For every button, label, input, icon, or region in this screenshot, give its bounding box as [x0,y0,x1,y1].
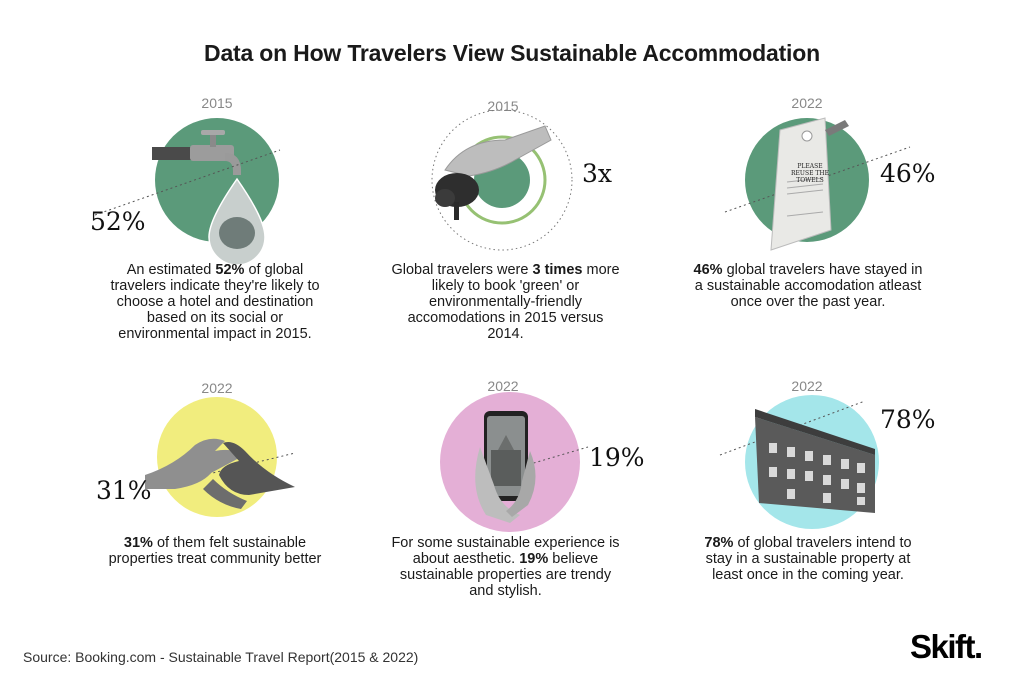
hands-illustration [145,397,296,517]
panel-3-description: 46% global travelers have stayed in a su… [693,262,923,310]
panel-1-year: 2015 [201,95,233,111]
towel-tag-text: PLEASE REUSE THE TOWELS [791,163,829,184]
hand-tree-illustration [431,109,573,251]
hand-left-icon [145,438,241,489]
panel-2-description: Global travelers were 3 times more likel… [388,262,623,342]
panel-5-value: 19% [589,443,645,472]
panel-2-year: 2015 [487,98,519,114]
faucet-illustration [94,118,281,266]
panel-3-year: 2022 [791,95,823,111]
panel-2-text-bold: 3 times [532,262,583,278]
panel-2-value: 3x [582,159,613,188]
panel-6-year: 2022 [791,378,823,394]
phone-illustration [440,392,589,532]
panel-5-text-pre: For some sustainable experience is about… [391,535,620,567]
panel-3-text-bold: 46% [693,262,723,278]
panel-4-dotted-line [154,452,296,488]
panel-1-text-bold: 52% [215,262,245,278]
panel-3-value: 46% [880,159,936,188]
panel-5-year: 2022 [487,378,519,394]
panel-4-value: 31% [96,476,152,505]
panel-2-text-post: more likely to book 'green' or environme… [407,262,620,342]
panel-4-description: 31% of them felt sustainable properties … [100,535,330,567]
panel-4-text-bold: 31% [123,535,153,551]
panel-6-text-bold: 78% [704,535,734,551]
hand-icon [444,125,552,177]
faucet-pipe-icon [152,147,192,160]
panel-5-description: For some sustainable experience is about… [388,535,623,599]
source-note: Source: Booking.com - Sustainable Travel… [23,649,419,665]
panel-5-text-post: believe sustainable properties are trend… [399,551,612,599]
panel-1-text-pre: An estimated [126,262,216,278]
panel-6-value: 78% [880,405,936,434]
panel-3-text-post: global travelers have stayed in a sustai… [694,262,923,310]
skift-logo: Skift. [910,628,983,665]
panel-4-year: 2022 [201,380,233,396]
panel-1-value: 52% [90,207,146,236]
panel-2-outer-dotted-circle [431,109,573,251]
towel-tag-illustration [724,117,911,251]
door-tag-icon [770,117,832,251]
panel-6-text-post: of global travelers intend to stay in a … [705,535,912,583]
panel-5-text-bold: 19% [519,551,549,567]
infographic-title: Data on How Travelers View Sustainable A… [204,40,820,66]
green-building-illustration [719,395,879,529]
hand-holding-phone-icon [475,447,520,523]
panel-6-description: 78% of global travelers intend to stay i… [693,535,923,583]
hand-right-icon [219,442,295,495]
panel-4-text-post: of them felt sustainable properties trea… [108,535,322,567]
tree-icon [435,173,479,220]
panel-1-text-post: of global travelers indicate they're lik… [110,262,320,342]
panel-2-text-pre: Global travelers were [391,262,533,278]
panel-1-description: An estimated 52% of global travelers ind… [100,262,330,342]
panel-6-dotted-line [719,400,866,456]
